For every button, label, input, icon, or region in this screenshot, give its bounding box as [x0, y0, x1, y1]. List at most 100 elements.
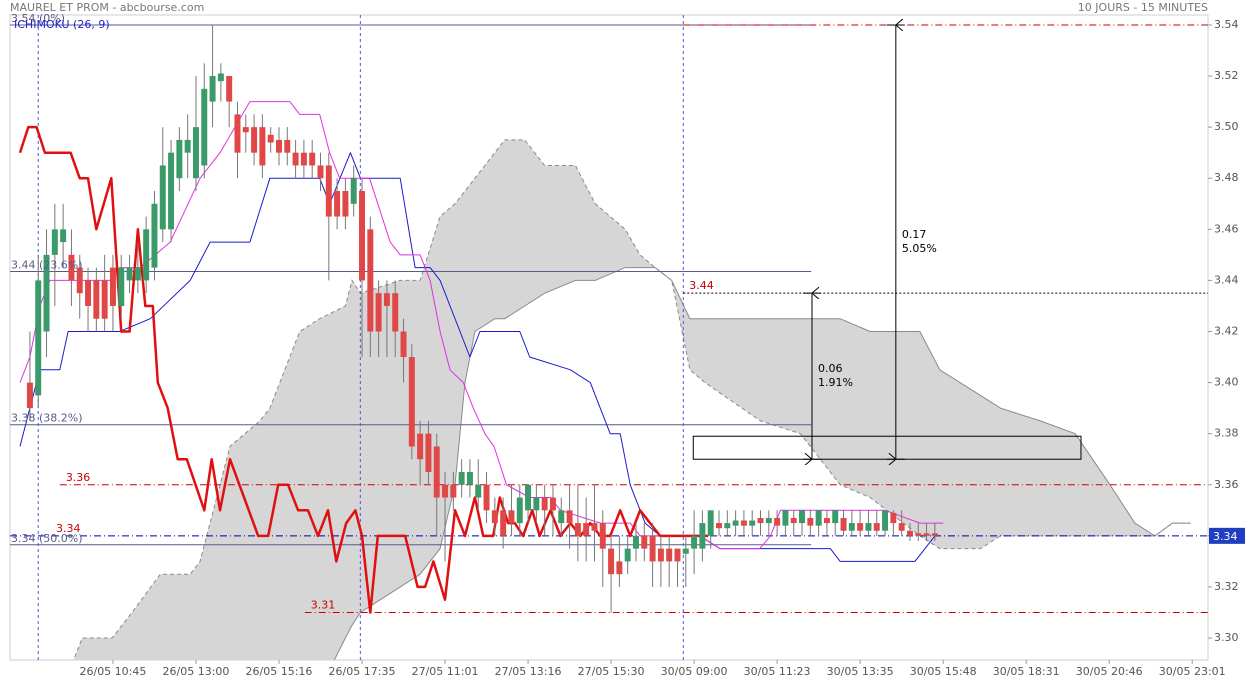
candle-body [209, 76, 216, 102]
candle-body [251, 127, 258, 153]
candle-body [641, 535, 648, 549]
candle-body [234, 114, 241, 153]
candle-body [475, 484, 482, 498]
candle-body [774, 517, 781, 526]
candle-body [367, 229, 374, 332]
candle-body [60, 229, 67, 243]
candle-body [857, 523, 864, 531]
candle-body [931, 533, 938, 536]
candle-body [566, 510, 573, 524]
candle-body [400, 331, 407, 358]
candle-body [823, 517, 830, 524]
x-tick-label: 27/05 13:16 [495, 665, 562, 678]
chart-subtitle: 10 JOURS - 15 MINUTES [1078, 1, 1208, 14]
candle-body [873, 523, 880, 531]
candle-body [608, 548, 615, 575]
y-tick-label: 3.30 [1214, 631, 1239, 644]
candle-body [442, 484, 449, 498]
candle-body [466, 471, 473, 485]
fib-label: 3.54 (0%) [11, 12, 65, 25]
candle-body [516, 497, 523, 524]
candle-body [574, 523, 581, 536]
candle-body [782, 510, 789, 526]
candle-body [350, 178, 357, 204]
candle-body [848, 523, 855, 531]
candle-body [682, 548, 689, 554]
candle-body [599, 523, 606, 549]
x-tick-label: 26/05 17:35 [329, 665, 396, 678]
candle-body [840, 517, 847, 531]
candle-body [276, 139, 282, 153]
candle-body [43, 254, 50, 332]
indicator-line [18, 125, 709, 614]
candle-body [383, 293, 390, 306]
candle-body [549, 497, 556, 511]
candle-body [450, 484, 457, 498]
candle-body [749, 520, 756, 526]
candle-body [898, 523, 905, 531]
candle-body [118, 267, 125, 306]
candle-body [923, 533, 930, 536]
level-label: 3.31 [311, 598, 336, 611]
y-tick-label: 3.38 [1214, 427, 1239, 440]
candle-body [192, 127, 199, 179]
measure-diff: 0.17 [902, 228, 927, 241]
candle-body [790, 517, 797, 524]
x-tick-label: 30/05 18:31 [993, 665, 1060, 678]
candle-body [317, 165, 324, 179]
candle-body [334, 191, 341, 217]
candle-body [93, 280, 100, 319]
candle-body [699, 523, 706, 549]
level-label: 3.44 [689, 279, 714, 292]
x-tick-label: 26/05 13:00 [163, 665, 230, 678]
candle-body [707, 510, 714, 536]
candle-body [375, 293, 382, 332]
y-tick-label: 3.54 [1214, 18, 1239, 31]
y-tick-label: 3.40 [1214, 376, 1239, 389]
candle-body [134, 267, 141, 281]
x-tick-label: 30/05 20:46 [1076, 665, 1143, 678]
y-tick-label: 3.44 [1214, 273, 1239, 286]
y-tick-label: 3.36 [1214, 478, 1239, 491]
candle-body [101, 280, 108, 319]
y-tick-label: 3.32 [1214, 580, 1239, 593]
candle-body [525, 484, 532, 511]
candle-body [168, 152, 175, 230]
candle-body [757, 517, 764, 524]
level-label: 3.36 [66, 471, 91, 484]
candle-body [359, 191, 365, 281]
cloud-fill [73, 139, 1191, 660]
measure-diff: 0.06 [818, 362, 843, 375]
candle-body [342, 191, 349, 217]
x-tick-label: 30/05 23:01 [1159, 665, 1226, 678]
candle-body [915, 533, 922, 536]
candle-body [541, 497, 548, 511]
indicator-line [19, 101, 944, 550]
candle-body [392, 293, 399, 332]
candle-body [143, 229, 150, 281]
x-tick-label: 30/05 09:00 [661, 665, 728, 678]
last-price-label: 3.34 [1213, 530, 1238, 543]
candle-body [591, 523, 598, 531]
candle-body [508, 510, 515, 524]
candle-body [109, 267, 116, 306]
x-tick-label: 26/05 10:45 [79, 665, 146, 678]
candle-body [85, 280, 92, 306]
measure-pct: 1.91% [818, 376, 853, 389]
y-tick-label: 3.52 [1214, 69, 1239, 82]
indicator-label: ICHIMOKU (26, 9) [14, 18, 110, 31]
candle-body [632, 535, 639, 549]
candle-body [674, 548, 681, 562]
candle-body [458, 471, 465, 485]
candle-body [491, 510, 498, 524]
candle-body [832, 510, 839, 524]
candle-body [740, 520, 747, 526]
fib-label: 3.44 (23.6%) [11, 258, 83, 271]
candle-body [176, 139, 183, 179]
candle-body [35, 280, 42, 396]
last-price-box [1209, 527, 1245, 544]
candle-body [815, 510, 822, 526]
candle-body [882, 510, 889, 531]
y-tick-label: 3.46 [1214, 222, 1239, 235]
